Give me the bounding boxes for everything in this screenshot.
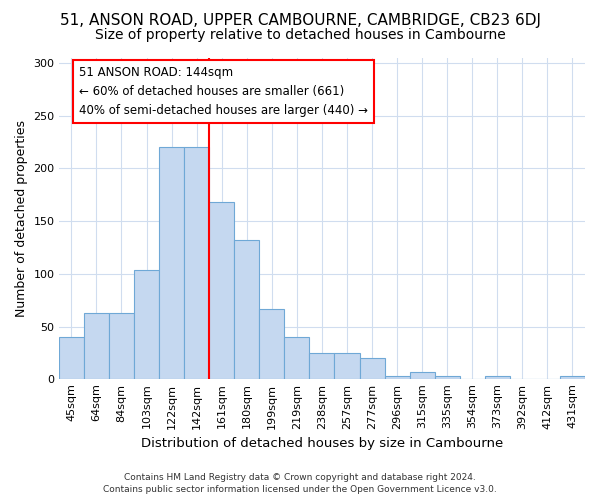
- Bar: [485, 376, 510, 380]
- Text: Contains HM Land Registry data © Crown copyright and database right 2024.
Contai: Contains HM Land Registry data © Crown c…: [103, 472, 497, 494]
- Text: Size of property relative to detached houses in Cambourne: Size of property relative to detached ho…: [95, 28, 505, 42]
- Bar: [109, 313, 134, 380]
- Text: 51 ANSON ROAD: 144sqm
← 60% of detached houses are smaller (661)
40% of semi-det: 51 ANSON ROAD: 144sqm ← 60% of detached …: [79, 66, 368, 117]
- Y-axis label: Number of detached properties: Number of detached properties: [15, 120, 28, 317]
- Bar: [234, 240, 259, 380]
- X-axis label: Distribution of detached houses by size in Cambourne: Distribution of detached houses by size …: [141, 437, 503, 450]
- Bar: [410, 372, 434, 380]
- Text: 51, ANSON ROAD, UPPER CAMBOURNE, CAMBRIDGE, CB23 6DJ: 51, ANSON ROAD, UPPER CAMBOURNE, CAMBRID…: [59, 12, 541, 28]
- Bar: [84, 313, 109, 380]
- Bar: [259, 308, 284, 380]
- Bar: [385, 376, 410, 380]
- Bar: [159, 147, 184, 380]
- Bar: [284, 337, 310, 380]
- Bar: [184, 147, 209, 380]
- Bar: [134, 270, 159, 380]
- Bar: [59, 337, 84, 380]
- Bar: [434, 376, 460, 380]
- Bar: [209, 202, 234, 380]
- Bar: [359, 358, 385, 380]
- Bar: [560, 376, 585, 380]
- Bar: [310, 353, 334, 380]
- Bar: [334, 353, 359, 380]
